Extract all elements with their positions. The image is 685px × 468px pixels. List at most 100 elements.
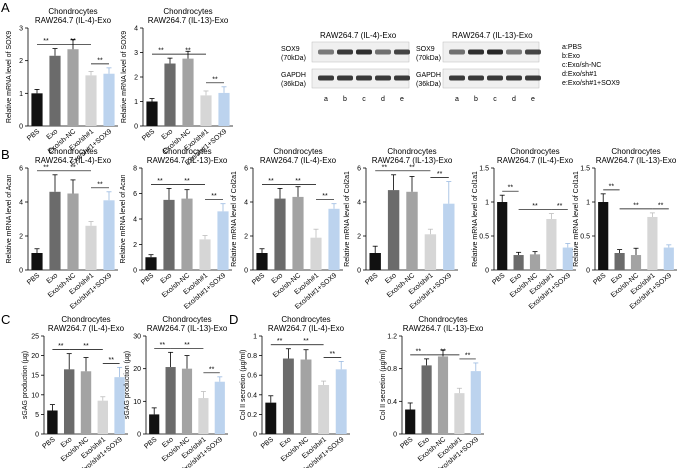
sig-stars: **	[658, 202, 664, 209]
bar	[181, 198, 193, 270]
bar	[31, 253, 43, 270]
bar	[31, 93, 43, 126]
y-tick-label: 0.5	[580, 234, 590, 241]
bar	[318, 385, 330, 434]
x-tick-label: PBS	[399, 436, 414, 451]
y-tick-label: 0	[393, 432, 397, 439]
x-tick-label: PBS	[491, 272, 506, 287]
sox9-band	[337, 49, 353, 55]
sig-stars: **	[83, 343, 89, 350]
chart-title: Chondrocytes	[611, 147, 660, 156]
bar	[335, 369, 347, 434]
chart-subtitle: RAW264.7 (IL-13)-Exo	[372, 156, 453, 165]
blot-label-sox9: SOX9	[281, 46, 300, 53]
bar	[256, 253, 268, 270]
chart-subtitle: RAW264.7 (IL-13)-Exo	[148, 16, 229, 25]
bar	[199, 239, 211, 270]
sox9-band	[449, 49, 465, 55]
bar	[198, 398, 209, 434]
chart-title: Chondrocytes	[510, 147, 559, 156]
chart-title: Chondrocytes	[273, 147, 322, 156]
sig-stars: **	[295, 178, 301, 185]
blot-lane-label: b	[343, 96, 347, 103]
chart-title: Chondrocytes	[61, 315, 110, 324]
sig-stars: **	[184, 178, 190, 185]
bar	[163, 199, 175, 270]
y-tick-label: 0	[19, 124, 23, 131]
y-tick-label: 0	[35, 432, 39, 439]
bar	[562, 247, 573, 270]
y-tick-label: 20	[133, 366, 141, 373]
y-tick-label: 4	[357, 200, 361, 207]
x-tick-label: PBS	[251, 272, 266, 287]
y-tick-label: 25	[31, 334, 39, 341]
bar	[67, 49, 79, 126]
chart-title: Chondrocytes	[418, 315, 467, 324]
bar	[164, 63, 176, 126]
sig-stars: **	[185, 48, 191, 55]
sig-stars: **	[43, 164, 49, 171]
y-tick-label: 0	[485, 268, 489, 275]
y-tick-label: 6	[244, 166, 248, 173]
x-tick-label: Exo	[161, 128, 175, 141]
panel-label-b: B	[1, 147, 10, 162]
y-tick-label: 6	[357, 166, 361, 173]
blot-header-il13: RAW264.7 (IL-13)-Exo	[452, 31, 533, 40]
blot-key-a: a:PBS	[562, 44, 582, 51]
y-tick-label: 4	[134, 26, 138, 33]
bar	[443, 203, 455, 270]
panel-label-c: C	[1, 312, 10, 327]
y-tick-label: 10	[31, 392, 39, 399]
blot-lane-label: d	[512, 96, 516, 103]
x-tick-label: Exo	[46, 272, 60, 285]
y-axis-label: Relative mRNA level of Col1a1	[472, 171, 479, 267]
y-tick-label: 0.8	[247, 353, 257, 360]
sig-stars: **	[330, 351, 336, 358]
bar	[513, 255, 524, 270]
bar	[85, 225, 97, 270]
y-tick-label: 1	[586, 200, 590, 207]
chart-subtitle: RAW264.7 (IL-4)-Exo	[48, 324, 125, 333]
chart-subtitle: RAW264.7 (IL-4)-Exo	[35, 156, 112, 165]
blot-lane-label: a	[324, 96, 328, 103]
x-tick-label: Exo	[279, 436, 293, 449]
y-axis-label: sGAG production (µg)	[124, 351, 131, 419]
y-tick-label: 1.2	[387, 334, 397, 341]
chart-subtitle: RAW264.7 (IL-13)-Exo	[147, 324, 228, 333]
y-tick-label: 15	[31, 373, 39, 380]
sig-stars: **	[158, 48, 164, 55]
y-tick-label: 0	[133, 268, 137, 275]
sig-stars: **	[465, 352, 471, 359]
y-tick-label: 4	[244, 200, 248, 207]
bar	[424, 234, 437, 270]
chart-title: Chondrocytes	[387, 147, 436, 156]
x-tick-label: PBS	[592, 272, 607, 287]
sig-stars: **	[409, 164, 415, 171]
bar	[529, 254, 541, 270]
bar	[47, 410, 58, 434]
chart-subtitle: RAW264.7 (IL-13)-Exo	[596, 156, 677, 165]
y-tick-label: 1	[134, 99, 138, 106]
y-tick-label: 3	[19, 26, 23, 33]
x-tick-label: PBS	[26, 128, 41, 143]
sig-stars: **	[633, 202, 639, 209]
x-tick-label: PBS	[141, 128, 156, 143]
bar	[406, 191, 418, 270]
sox9-band	[318, 49, 334, 55]
blot-label-sox9-kda: (70kDa)	[281, 55, 306, 62]
y-tick-label: 0	[357, 268, 361, 275]
bar	[274, 198, 286, 270]
sig-stars: **	[268, 178, 274, 185]
chart-title: Chondrocytes	[281, 315, 330, 324]
y-axis-label: Relative mRNA level of SOX9	[121, 31, 128, 123]
blot-lane-label: e	[400, 96, 404, 103]
bar	[146, 101, 158, 126]
blot-lane-label: c	[493, 96, 497, 103]
x-tick-label: PBS	[41, 436, 56, 451]
sig-stars: **	[209, 366, 215, 373]
